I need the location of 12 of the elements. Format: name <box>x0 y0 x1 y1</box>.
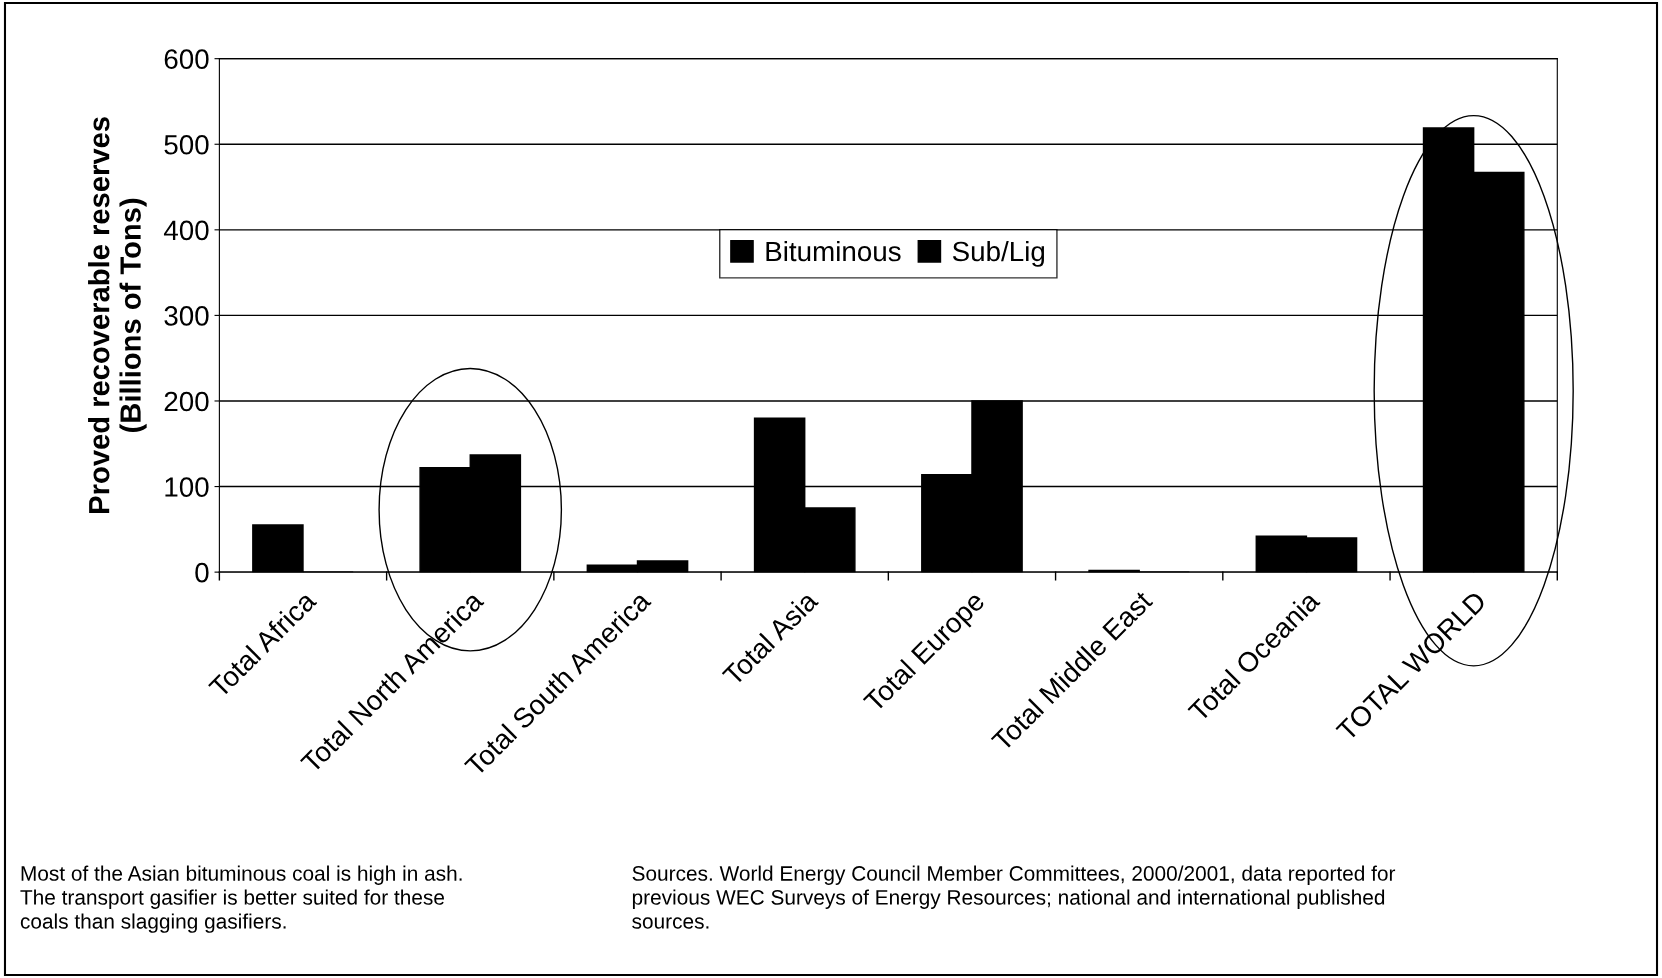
y-tick-label: 300 <box>164 306 209 326</box>
y-tick-label: 400 <box>163 220 209 241</box>
y-tick-label: 600 <box>164 49 209 70</box>
legend-label: Sub/Lig <box>952 240 1045 267</box>
y-tick-label: 0 <box>195 562 209 583</box>
source-note: Sources. World Energy Council Member Committees, 2000/2001, data reported for previous WEC Surveys of Energy Resources; national and international published sources. <box>632 865 1396 929</box>
y-axis-title: Proved recoverable reserves (Billions of Tons) <box>88 117 147 513</box>
y-tick-label: 200 <box>164 391 209 412</box>
legend-label: Bituminous <box>766 240 901 262</box>
text: Most of the Asian bituminous coal is high in ash. The transport gasifier is better suited for these coals than slagging gasifiers. <box>20 865 462 933</box>
y-tick-label: 500 <box>164 134 209 155</box>
y-tick-label: 100 <box>165 477 209 497</box>
